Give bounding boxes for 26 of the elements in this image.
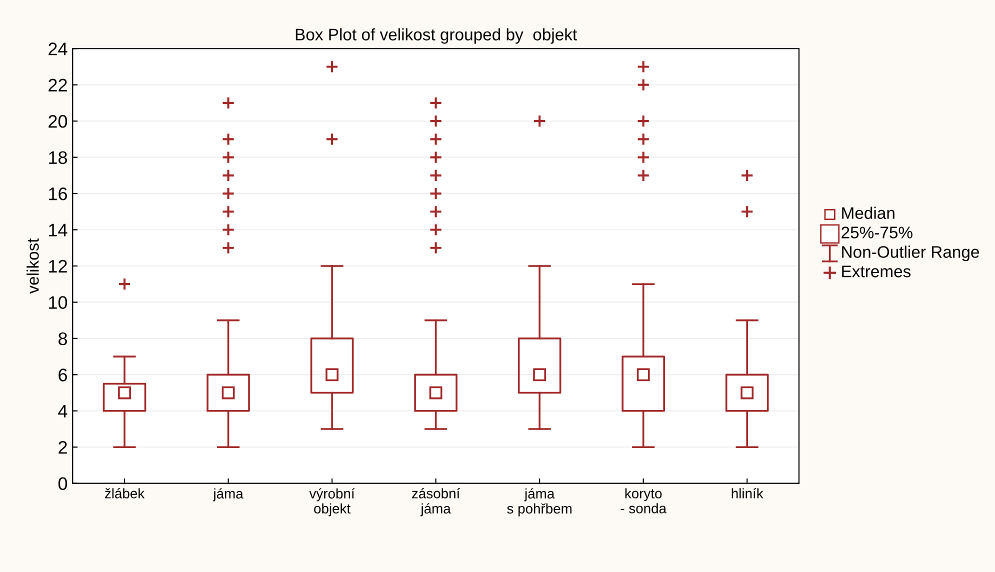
text: 25%-75% — [842, 226, 912, 238]
y-tick-label: 4 — [58, 405, 68, 418]
x-tick-label: žlábek — [105, 488, 145, 498]
y-tick-label: 20 — [48, 115, 68, 128]
y-tick-label: 10 — [49, 296, 68, 309]
y-tick-label: 14 — [49, 224, 68, 236]
y-tick-label: 16 — [49, 187, 67, 200]
y-tick-label: 2 — [58, 441, 67, 454]
x-tick-label: výrobní objekt — [309, 488, 355, 516]
text: Extremes — [842, 266, 911, 278]
text: Median — [842, 206, 894, 219]
x-tick-label: jáma — [212, 488, 244, 502]
y-tick-label: 22 — [48, 78, 67, 92]
y-tick-label: 24 — [48, 42, 68, 56]
x-tick-label: hliník — [732, 488, 764, 498]
x-tick-label: koryto - sonda — [620, 488, 667, 514]
chart-title: Box Plot of velikost grouped by objekt — [296, 28, 577, 44]
text: Non-Outlier Range — [842, 246, 979, 262]
y-tick-label: 0 — [58, 477, 68, 490]
y-tick-label: 6 — [58, 368, 67, 382]
y-axis-title: velikost — [26, 238, 39, 294]
x-tick-label: jáma s pohřbem — [507, 488, 572, 516]
y-tick-label: 8 — [58, 332, 67, 346]
x-tick-label: zásobní jáma — [412, 488, 460, 516]
y-tick-label: 12 — [49, 260, 67, 273]
y-tick-label: 18 — [49, 151, 67, 164]
